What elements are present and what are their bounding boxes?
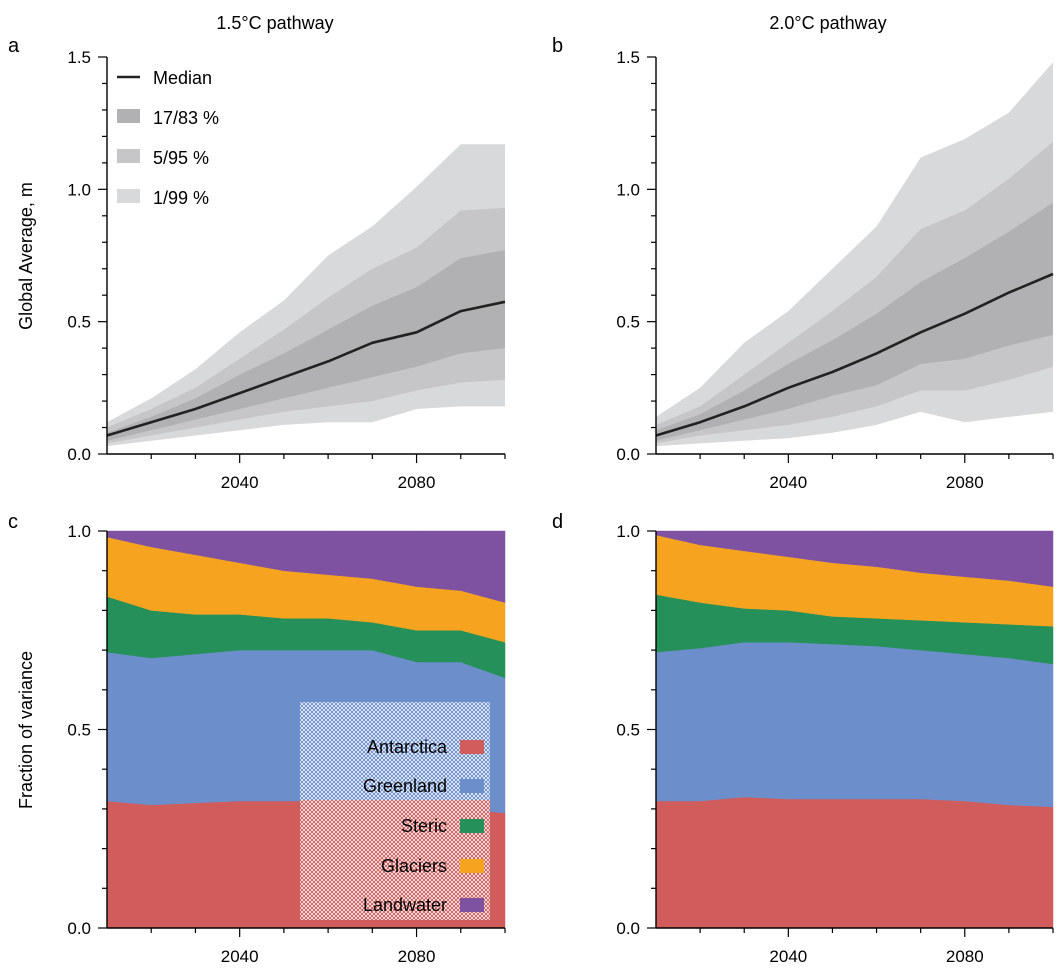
legend-swatch-17-83 (117, 109, 140, 123)
panel-d-letter: d (552, 511, 563, 533)
legend-swatch-glaciers (460, 859, 484, 873)
panel-d-area-greenland (655, 641, 1054, 808)
panel-a-plot: 2040 2080 0.0 0.5 1.0 1.5 (67, 48, 506, 492)
panel-c-letter: c (8, 511, 18, 533)
legend-components: Antarctica Greenland Steric Glaciers Lan… (300, 702, 490, 920)
panel-a-y-tick-label: 0.0 (67, 445, 91, 464)
panel-b-band-5-95 (656, 141, 1053, 444)
panel-d-x-tick-label: 2040 (769, 947, 807, 966)
panel-b-band-17-83 (656, 202, 1053, 441)
legend-swatch-5-95 (117, 149, 140, 163)
panel-d-plot: 2040 2080 0.0 0.5 1.0 (616, 522, 1054, 966)
panel-a-y-tick-label: 1.5 (67, 48, 91, 67)
panel-c-y-tick-label: 0.0 (67, 919, 91, 938)
legend-label-landwater: Landwater (363, 895, 447, 915)
legend-label-steric: Steric (401, 816, 447, 836)
panel-b-median-line (655, 272, 1054, 437)
panel-b-y-tick-label: 1.5 (616, 48, 640, 67)
legend-c-bg-lower (300, 800, 490, 920)
panel-a-x-tick-label: 2080 (398, 473, 436, 492)
panel-d-area-antarctica (655, 796, 1054, 929)
panel-c-x-tick-label: 2080 (398, 947, 436, 966)
panel-a-y-tick-label: 0.5 (67, 313, 91, 332)
panel-b-letter: b (552, 35, 563, 57)
legend-label-17-83: 17/83 % (153, 108, 219, 128)
panel-d-y-tick-label: 1.0 (616, 522, 640, 541)
panel-a-letter: a (8, 35, 20, 57)
panel-d-area-landwater (655, 530, 1054, 587)
panel-d-x-tick-label: 2080 (946, 947, 984, 966)
panel-b-y-tick-label: 0.0 (616, 445, 640, 464)
legend-label-glaciers: Glaciers (381, 856, 447, 876)
panel-b-x-tick-label: 2080 (946, 473, 984, 492)
legend-swatch-landwater (460, 898, 484, 912)
panel-b-plot: 2040 2080 0.0 0.5 1.0 1.5 (616, 48, 1054, 492)
panel-a-band-17-83 (107, 250, 505, 441)
panel-d-y-tick-label: 0.0 (616, 919, 640, 938)
panel-a-title: 1.5°C pathway (216, 13, 333, 33)
panel-a-median-line (106, 300, 506, 437)
panel-a-y-tick-label: 1.0 (67, 180, 91, 199)
legend-c-bg-upper (300, 702, 490, 800)
legend-swatch-antarctica (460, 740, 484, 754)
legend-label-greenland: Greenland (363, 776, 447, 796)
panel-b-title: 2.0°C pathway (769, 13, 886, 33)
panel-d-y-tick-label: 0.5 (616, 721, 640, 740)
panel-b-y-tick-label: 0.5 (616, 313, 640, 332)
panel-c-ylabel: Fraction of variance (16, 651, 36, 809)
legend-label-5-95: 5/95 % (153, 148, 209, 168)
legend-swatch-greenland (460, 779, 484, 793)
panel-a-band-5-95 (107, 207, 505, 444)
legend-swatch-1-99 (117, 189, 140, 203)
legend-swatch-steric (460, 819, 484, 833)
panel-c-y-tick-label: 0.5 (67, 721, 91, 740)
panel-b-y-tick-label: 1.0 (616, 180, 640, 199)
legend-label-antarctica: Antarctica (367, 737, 448, 757)
panel-a-x-tick-label: 2040 (221, 473, 259, 492)
panel-a-ylabel: Global Average, m (16, 182, 36, 330)
legend-uncertainty: Median 17/83 % 5/95 % 1/99 % (117, 68, 219, 208)
panel-c-x-tick-label: 2040 (221, 947, 259, 966)
panel-c-area-landwater (106, 530, 506, 603)
legend-label-median: Median (153, 68, 212, 88)
panel-b-x-tick-label: 2040 (769, 473, 807, 492)
panel-c-y-tick-label: 1.0 (67, 522, 91, 541)
legend-label-1-99: 1/99 % (153, 188, 209, 208)
